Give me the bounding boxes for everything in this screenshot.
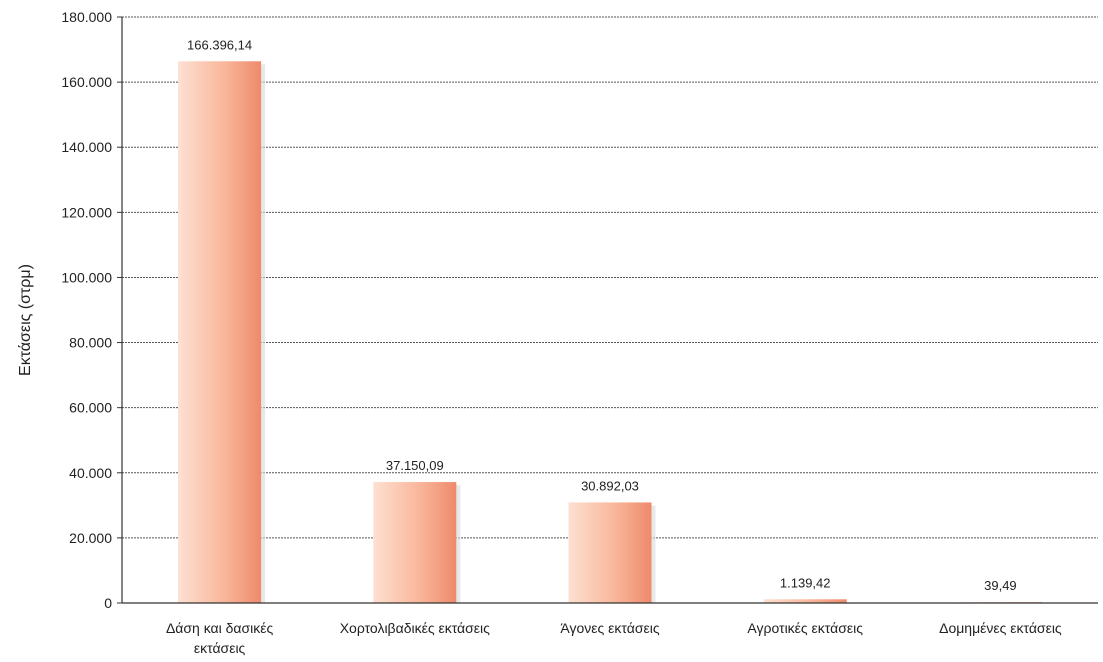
- y-tick-label: 20.000: [69, 530, 112, 546]
- labels: 0 20.000 40.000 60.000 80.000 100.000 120.000 1…: [61, 9, 1062, 656]
- bar: [178, 61, 262, 603]
- x-tick-label: Δάση και δασικές εκτάσεις: [166, 620, 274, 656]
- y-tick-label: 80.000: [69, 335, 112, 351]
- y-axis-title: Εκτάσεις (στρμ): [17, 264, 34, 376]
- data-label: 37.150,09: [386, 458, 444, 473]
- data-label: 166.396,14: [187, 37, 252, 52]
- x-tick-label: Αγροτικές εκτάσεις: [747, 620, 863, 636]
- bar: [568, 502, 652, 603]
- bar: [373, 482, 457, 603]
- y-tick-label: 140.000: [61, 139, 112, 155]
- y-tick-label: 0: [104, 595, 112, 611]
- y-tick-label: 160.000: [61, 74, 112, 90]
- axes: [117, 16, 1098, 604]
- x-tick-label: Χορτολιβαδικές εκτάσεις: [340, 620, 490, 636]
- y-tick-label: 120.000: [61, 204, 112, 220]
- data-label: 39,49: [984, 578, 1017, 593]
- gridlines: [122, 16, 1098, 539]
- y-tick-label: 60.000: [69, 400, 112, 416]
- bars: [178, 61, 1042, 603]
- x-tick-label: Δομημένες εκτάσεις: [939, 620, 1062, 636]
- x-tick-label: Άγονες εκτάσεις: [560, 620, 659, 636]
- data-label: 1.139,42: [780, 575, 831, 590]
- data-label: 30.892,03: [581, 478, 639, 493]
- y-tick-label: 40.000: [69, 465, 112, 481]
- bar: [763, 599, 847, 603]
- y-tick-label: 100.000: [61, 269, 112, 285]
- y-tick-label: 180.000: [61, 9, 112, 25]
